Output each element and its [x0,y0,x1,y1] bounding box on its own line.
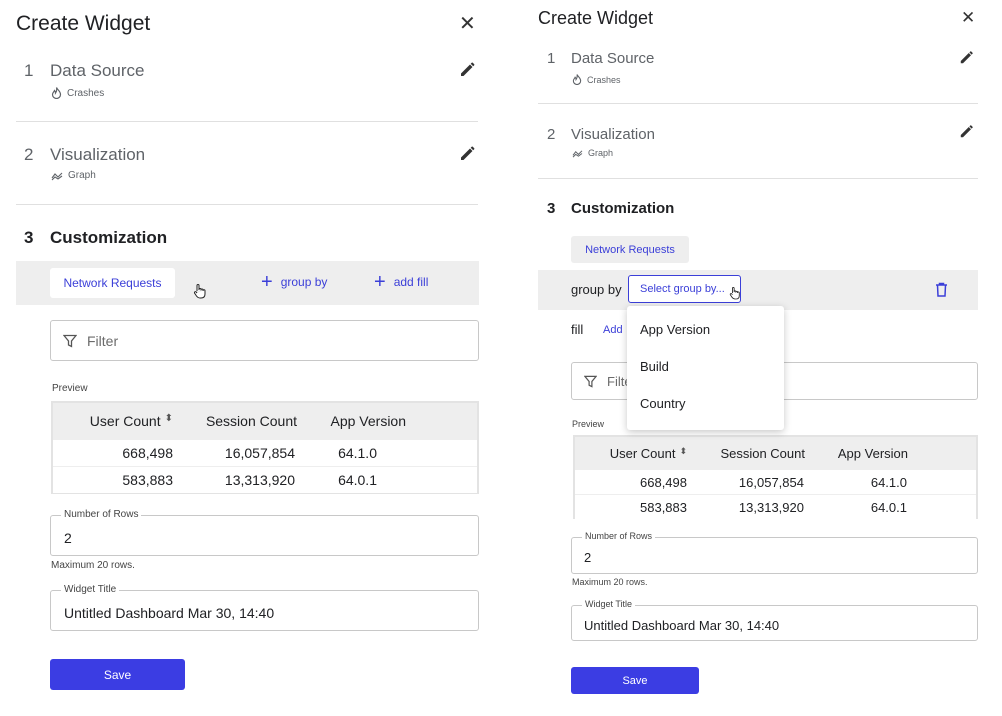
widget-title-value: Untitled Dashboard Mar 30, 14:40 [584,618,780,633]
add-fill-label: add fill [393,275,429,289]
number-of-rows-value: 2 [584,550,592,565]
table-row: 668,498 16,057,854 64.1.0 [575,469,976,494]
table-row: 583,883 13,313,920 64.0.1 [53,466,477,493]
right-panel: Create Widget ✕ 1 Data Source Crashes 2 … [520,0,1002,716]
filter-placeholder: Filter [87,332,119,349]
graph-icon [51,172,63,180]
step-number-2: 2 [547,126,556,143]
rows-helper-text: Maximum 20 rows. [51,560,135,571]
preview-table: User Count ⬍ Session Count App Version 6… [573,435,978,519]
edit-icon[interactable] [459,60,477,78]
step-title-visualization: Visualization [50,145,146,164]
column-header-session-count: Session Count [720,445,805,461]
column-header-session-count: Session Count [205,413,297,429]
table-header: User Count ⬍ Session Count App Version [575,437,976,469]
step-number-3: 3 [24,228,34,247]
step-number-1: 1 [24,61,34,80]
filter-icon [63,334,77,348]
edit-icon[interactable] [459,144,477,162]
column-header-app-version: App Version [837,445,908,461]
column-header-user-count[interactable]: User Count ⬍ [89,413,173,429]
divider [538,178,978,179]
divider [16,204,478,205]
metric-chip-network-requests[interactable]: Network Requests [50,268,175,298]
widget-title-label: Widget Title [61,584,120,595]
preview-label: Preview [52,383,88,394]
dropdown-option-app-version[interactable]: App Version [640,322,711,337]
group-by-button[interactable]: + group by [261,272,327,292]
number-of-rows-field[interactable]: Number of Rows 2 [571,531,978,574]
plus-icon: + [374,271,386,293]
step-sub-label: Graph [588,148,614,158]
filter-icon [584,375,597,388]
fire-icon [572,74,582,85]
save-button[interactable]: Save [50,659,185,690]
filter-input[interactable]: Filter [50,320,479,361]
step-sub-label: Graph [68,170,96,181]
step-number-2: 2 [24,145,34,164]
trash-icon[interactable] [935,282,948,297]
close-icon[interactable]: ✕ [961,8,976,27]
widget-title-field[interactable]: Widget Title Untitled Dashboard Mar 30, … [571,599,978,641]
group-by-select-label: Select group by... [640,283,725,295]
step-title-customization: Customization [571,200,675,217]
close-icon[interactable]: ✕ [459,13,476,35]
dropdown-option-country[interactable]: Country [640,396,686,411]
group-by-label: group by [571,282,622,297]
dialog-title: Create Widget [16,12,151,35]
table-header: User Count ⬍ Session Count App Version [53,403,477,439]
table-row: 668,498 16,057,854 64.1.0 [53,439,477,466]
sort-icon[interactable]: ⬍ [679,445,687,456]
group-by-select[interactable]: Select group by... [628,275,741,303]
group-by-row [538,270,978,310]
column-header-user-count[interactable]: User Count ⬍ [609,445,687,461]
step-number-1: 1 [547,50,556,67]
step-title-visualization: Visualization [571,126,655,143]
number-of-rows-field[interactable]: Number of Rows 2 [50,509,479,556]
dialog-title: Create Widget [538,8,654,28]
step-subtitle-crashes: Crashes [51,87,104,99]
table-row: 583,883 13,313,920 64.0.1 [575,494,976,519]
step-sub-label: Crashes [67,87,105,99]
step-title-customization: Customization [50,228,168,247]
fire-icon [51,87,62,99]
fill-add-button[interactable]: Add [603,324,623,336]
step-title-data-source: Data Source [50,61,145,80]
preview-label: Preview [572,419,605,429]
widget-title-value: Untitled Dashboard Mar 30, 14:40 [64,605,275,621]
widget-title-field[interactable]: Widget Title Untitled Dashboard Mar 30, … [50,584,479,631]
edit-icon[interactable] [959,123,975,139]
rows-helper-text: Maximum 20 rows. [572,577,648,587]
step-subtitle-graph: Graph [51,170,96,181]
add-fill-button[interactable]: + add fill [374,272,428,292]
column-header-app-version: App Version [330,413,407,429]
number-of-rows-value: 2 [64,530,72,546]
left-panel: Create Widget ✕ 1 Data Source Crashes 2 … [0,0,500,716]
widget-title-label: Widget Title [582,599,636,609]
group-by-dropdown: App Version Build Country [627,306,784,430]
step-subtitle-graph: Graph [572,148,613,158]
sort-icon[interactable]: ⬍ [164,413,173,424]
metric-chip-network-requests[interactable]: Network Requests [571,236,689,263]
plus-icon: + [261,271,273,293]
step-title-data-source: Data Source [571,50,655,67]
edit-icon[interactable] [959,49,975,65]
save-button[interactable]: Save [571,667,699,694]
dropdown-option-build[interactable]: Build [640,359,669,374]
step-number-3: 3 [547,200,556,217]
step-subtitle-crashes: Crashes [572,74,621,85]
fill-label: fill [571,322,584,337]
divider [16,121,478,122]
divider [538,103,978,104]
graph-icon [572,149,583,157]
number-of-rows-label: Number of Rows [582,531,656,541]
preview-table: User Count ⬍ Session Count App Version 6… [51,401,479,494]
group-by-label: group by [280,275,328,289]
step-sub-label: Crashes [587,74,621,85]
number-of-rows-label: Number of Rows [61,509,142,520]
